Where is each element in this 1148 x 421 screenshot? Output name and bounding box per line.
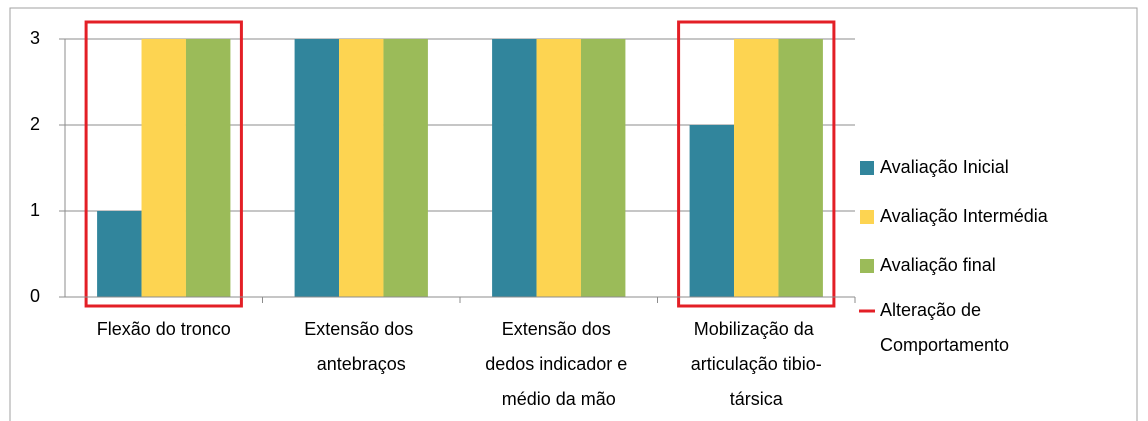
y-tick-label: 0 [30, 286, 40, 306]
bar [492, 39, 537, 297]
x-tick-label: Mobilização da articulação tibio-társica [691, 319, 822, 409]
x-tick-label: Extensão dos antebraços [304, 319, 418, 374]
legend-label: Avaliação Intermédia [880, 206, 1049, 226]
legend-label: Avaliação Inicial [880, 157, 1009, 177]
x-tick-label: Flexão do tronco [97, 319, 231, 339]
legend-swatch [860, 210, 874, 224]
y-tick-label: 1 [30, 200, 40, 220]
y-tick-label: 3 [30, 28, 40, 48]
highlight-box [677, 20, 836, 308]
bar [734, 39, 779, 297]
bar [97, 211, 142, 297]
x-tick-label: Extensão dos dedos indicador e médio da … [485, 319, 632, 409]
highlight-box [84, 20, 243, 308]
bar [339, 39, 384, 297]
bar [580, 39, 626, 297]
legend-label: Avaliação final [880, 255, 996, 275]
bar [141, 39, 186, 297]
bar [689, 125, 735, 297]
legend-label: Alteração de Comportamento [880, 300, 1009, 355]
legend-swatch [860, 161, 874, 175]
legend-swatch [860, 259, 874, 273]
bar [383, 39, 428, 297]
y-tick-label: 2 [30, 114, 40, 134]
bar [778, 39, 823, 297]
bar [294, 39, 340, 297]
bar [185, 39, 231, 297]
bar [536, 39, 581, 297]
